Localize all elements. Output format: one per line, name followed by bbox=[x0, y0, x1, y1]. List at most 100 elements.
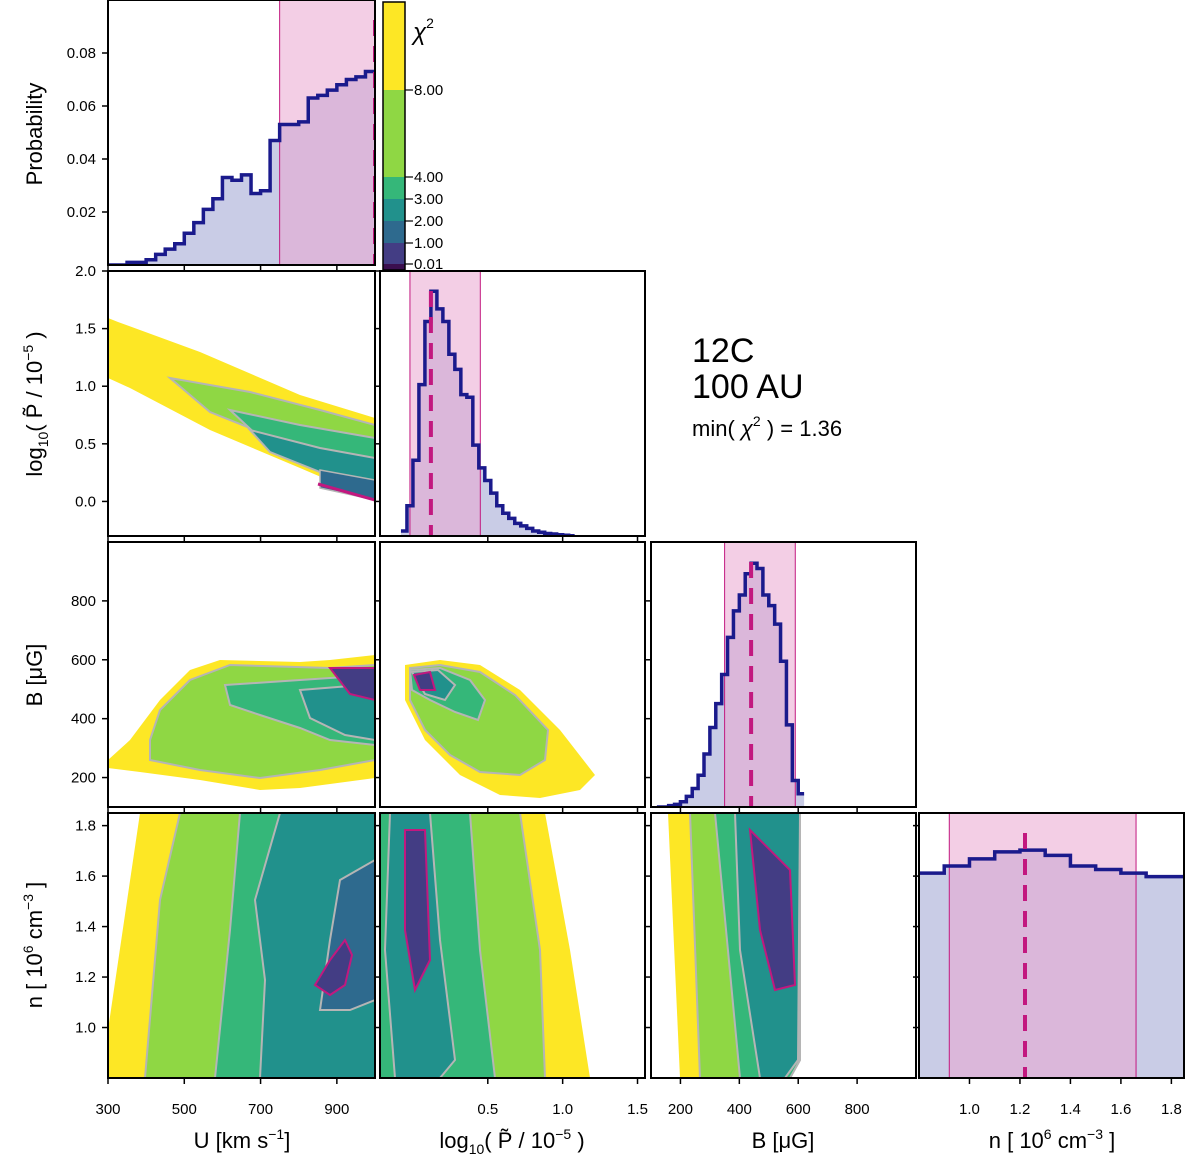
xlabel-B: B [μG] bbox=[752, 1128, 815, 1153]
y-tick-label: 0.0 bbox=[75, 493, 96, 510]
contour-panel-P-B bbox=[405, 660, 595, 798]
x-tick-label: 1.5 bbox=[627, 1101, 648, 1118]
y-tick-label: 2.0 bbox=[75, 263, 96, 280]
hist-step-line bbox=[656, 561, 805, 807]
contour-best bbox=[317, 482, 375, 502]
colorbar-tick-label: 3.00 bbox=[414, 191, 443, 208]
credible-interval-band bbox=[724, 542, 796, 807]
colorbar-tick-label: 1.00 bbox=[414, 235, 443, 252]
hist-step-line bbox=[108, 69, 375, 265]
panel-frame-3-2 bbox=[650, 812, 917, 1079]
contour-panel-U-logP bbox=[108, 318, 375, 502]
panel-frame-0-0 bbox=[107, 0, 376, 266]
panel-frame-2-1 bbox=[379, 541, 646, 808]
contour-panel-U-B bbox=[108, 655, 375, 790]
colorbar-segment bbox=[383, 221, 405, 243]
y-tick-label: 0.02 bbox=[67, 204, 96, 221]
panel-frame-3-1 bbox=[379, 812, 646, 1079]
contour-panel-U-n bbox=[108, 813, 375, 1078]
panel-frame-2-2 bbox=[650, 541, 917, 808]
hist-panel-n bbox=[919, 813, 1184, 1078]
colorbar-tick-label: 4.00 bbox=[414, 169, 443, 186]
colorbar-segment bbox=[383, 177, 405, 199]
colorbar-segment-min bbox=[383, 264, 405, 270]
contour-level-chi1 bbox=[412, 670, 437, 691]
y-tick-label: 800 bbox=[71, 593, 96, 610]
panel-frame-3-0 bbox=[107, 812, 376, 1079]
contour-level-chi1 bbox=[319, 469, 375, 501]
colorbar-title: χ2 bbox=[411, 15, 434, 46]
xlabel-U: U [km s−1] bbox=[194, 1126, 291, 1153]
histogram-layer bbox=[108, 0, 1184, 1078]
contour-level-chi1 bbox=[327, 667, 375, 702]
annotation-isotope: 12C bbox=[692, 332, 754, 370]
x-tick-label: 0.5 bbox=[477, 1101, 498, 1118]
credible-interval-band bbox=[409, 271, 481, 536]
x-tick-label: 600 bbox=[786, 1101, 811, 1118]
contour-panel-P-n bbox=[380, 813, 590, 1078]
colorbar-tick-label: 8.00 bbox=[414, 82, 443, 99]
annotation-block: 12C 100 AU min( χ2 ) = 1.36 bbox=[692, 332, 842, 441]
x-tick-label: 1.0 bbox=[552, 1101, 573, 1118]
contour-level-chi1 bbox=[404, 829, 432, 994]
hist-panel-B bbox=[656, 542, 805, 807]
y-tick-label: 1.8 bbox=[75, 818, 96, 835]
y-tick-label: 1.5 bbox=[75, 321, 96, 338]
y-tick-label: 1.4 bbox=[75, 919, 96, 936]
y-tick-label: 1.0 bbox=[75, 378, 96, 395]
hist-step-line bbox=[919, 848, 1184, 879]
credible-interval-band bbox=[279, 0, 375, 265]
y-tick-label: 0.04 bbox=[67, 151, 96, 168]
colorbar-tick-label: 2.00 bbox=[414, 213, 443, 230]
panel-frame-3-3 bbox=[918, 812, 1185, 1079]
x-tick-label: 700 bbox=[248, 1101, 273, 1118]
contour-best bbox=[313, 938, 354, 997]
colorbar: 0.01 1.00 2.00 3.00 4.00 8.00 χ2 bbox=[382, 1, 443, 273]
x-tick-label: 500 bbox=[172, 1101, 197, 1118]
hist-panel-U bbox=[108, 0, 375, 265]
contour-level-chi1 bbox=[748, 827, 797, 992]
y-tick-label: 400 bbox=[71, 711, 96, 728]
annotation-radius: 100 AU bbox=[692, 368, 804, 406]
colorbar-frame bbox=[382, 1, 406, 271]
y-tick-label: 0.06 bbox=[67, 98, 96, 115]
credible-interval-band bbox=[949, 813, 1137, 1078]
y-tick-label: 0.08 bbox=[67, 45, 96, 62]
axes-layer: 300 500 700 900 0.5 1.0 1.5 200 400 600 800 1.0 1.2 1… bbox=[67, 0, 1185, 1118]
axis-titles: Probability log10( P̃ / 10−5 ) B [μG] n … bbox=[20, 83, 1115, 1157]
ylabel-B: B [μG] bbox=[22, 644, 47, 707]
x-tick-label: 1.4 bbox=[1060, 1101, 1081, 1118]
colorbar-title-symbol: χ bbox=[411, 19, 427, 46]
colorbar-segment bbox=[383, 90, 405, 177]
hist-panel-logP bbox=[400, 271, 575, 536]
colorbar-title-sup: 2 bbox=[426, 15, 434, 31]
ylabel-logP: log10( P̃ / 10−5 ) bbox=[20, 331, 51, 476]
x-tick-label: 800 bbox=[845, 1101, 870, 1118]
y-tick-label: 600 bbox=[71, 652, 96, 669]
x-tick-label: 400 bbox=[727, 1101, 752, 1118]
x-tick-label: 1.2 bbox=[1010, 1101, 1031, 1118]
contour-panel-B-n bbox=[668, 813, 802, 1078]
y-tick-label: 1.0 bbox=[75, 1020, 96, 1037]
x-tick-label: 900 bbox=[324, 1101, 349, 1118]
colorbar-segment bbox=[383, 199, 405, 221]
x-tick-label: 1.0 bbox=[959, 1101, 980, 1118]
xlabel-logP: log10( P̃ / 10−5 ) bbox=[439, 1126, 584, 1157]
x-tick-label: 1.6 bbox=[1110, 1101, 1131, 1118]
xlabel-n: n [ 106 cm−3 ] bbox=[989, 1126, 1116, 1153]
colorbar-segment bbox=[383, 2, 405, 90]
colorbar-segment bbox=[383, 243, 405, 264]
colorbar-tick-label: 0.01 bbox=[414, 256, 443, 273]
ylabel-probability: Probability bbox=[22, 83, 47, 186]
panel-frame-1-0 bbox=[107, 270, 376, 537]
panel-frame-2-0 bbox=[107, 541, 376, 808]
x-tick-label: 300 bbox=[95, 1101, 120, 1118]
y-tick-label: 1.2 bbox=[75, 969, 96, 986]
x-tick-label: 1.8 bbox=[1161, 1101, 1182, 1118]
ylabel-n: n [ 106 cm−3 ] bbox=[20, 882, 47, 1009]
y-tick-label: 0.5 bbox=[75, 436, 96, 453]
x-tick-label: 200 bbox=[668, 1101, 693, 1118]
y-tick-label: 1.6 bbox=[75, 868, 96, 885]
annotation-min-chi2: min( χ2 ) = 1.36 bbox=[692, 413, 842, 441]
